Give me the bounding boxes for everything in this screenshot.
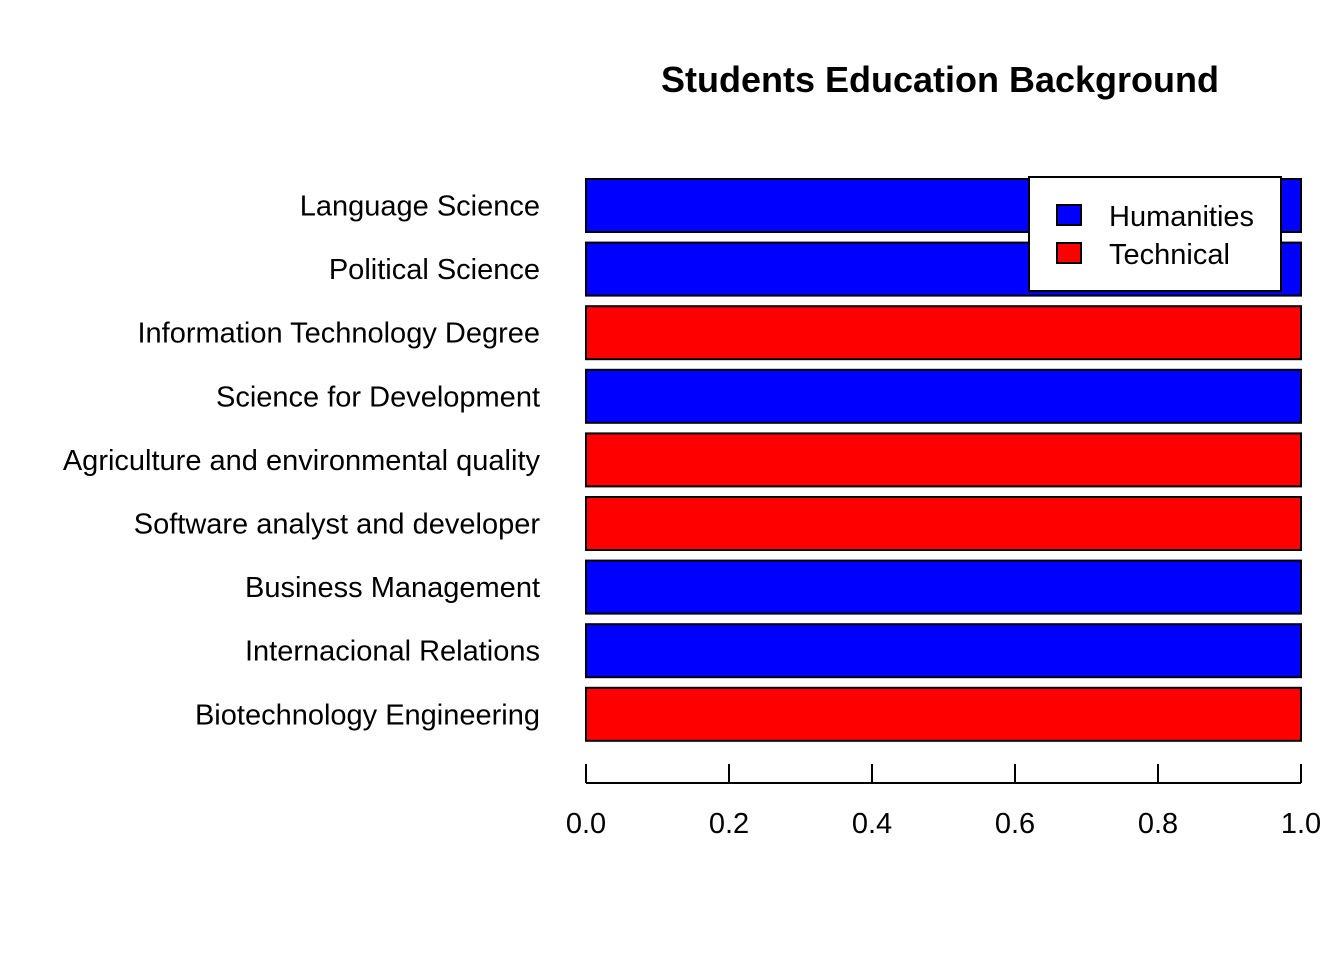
x-tick-label: 0.4 bbox=[852, 808, 892, 840]
bars-layer bbox=[585, 178, 1302, 742]
x-tick-label: 0.6 bbox=[995, 808, 1035, 840]
category-label: Political Science bbox=[329, 254, 540, 286]
legend-swatch-technical bbox=[1056, 242, 1082, 264]
bar-software-analyst-and-developer bbox=[585, 496, 1302, 551]
category-label: Internacional Relations bbox=[245, 636, 540, 668]
legend-box bbox=[1028, 176, 1282, 292]
bar-information-technology-degree bbox=[585, 305, 1302, 361]
bar-agriculture-and-environmental-quality bbox=[585, 432, 1302, 488]
category-label: Biotechnology Engineering bbox=[195, 699, 540, 731]
legend-label-humanities: Humanities bbox=[1109, 201, 1254, 233]
x-tick-label: 0.8 bbox=[1138, 808, 1178, 840]
bar-biotechnology-engineering bbox=[585, 686, 1302, 742]
legend-swatch-humanities bbox=[1056, 204, 1082, 226]
bar-business-management bbox=[585, 559, 1302, 615]
x-tick-label: 0.2 bbox=[709, 808, 749, 840]
category-label: Information Technology Degree bbox=[138, 318, 541, 350]
category-labels: Language Science Political Science Informa… bbox=[63, 191, 541, 732]
x-tick-label: 1.0 bbox=[1281, 808, 1321, 840]
category-label: Science for Development bbox=[216, 381, 540, 413]
legend-label-technical: Technical bbox=[1109, 239, 1230, 271]
x-axis: 0.0 0.2 0.4 0.6 0.8 1.0 bbox=[566, 764, 1321, 840]
category-label: Language Science bbox=[300, 191, 540, 223]
bar-science-for-development bbox=[585, 368, 1302, 424]
bar-internacional-relations bbox=[585, 623, 1302, 679]
chart-title: Students Education Background bbox=[661, 59, 1219, 100]
legend: Humanities Technical bbox=[1028, 176, 1282, 292]
category-label: Agriculture and environmental quality bbox=[63, 445, 541, 477]
category-label: Software analyst and developer bbox=[134, 509, 541, 541]
category-label: Business Management bbox=[245, 572, 540, 604]
x-tick-label: 0.0 bbox=[566, 808, 606, 840]
